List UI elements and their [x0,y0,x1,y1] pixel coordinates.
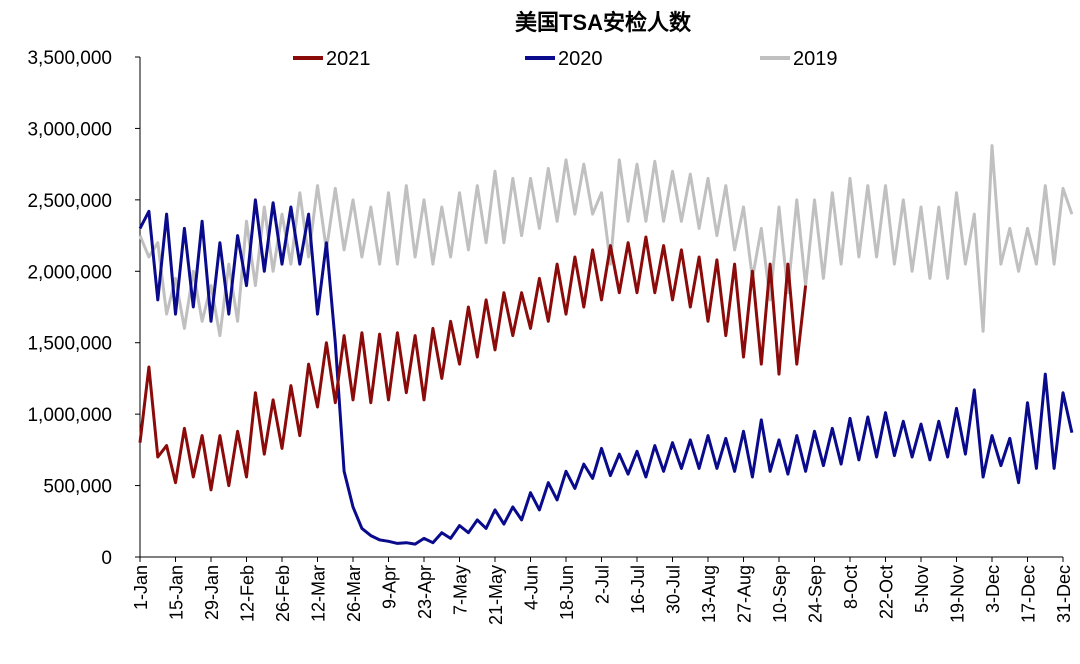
y-tick-label: 1,000,000 [27,405,112,426]
legend-label-2021: 2021 [326,48,371,70]
y-tick-label: 3,500,000 [27,48,112,69]
x-tick-label: 13-Aug [699,565,719,623]
x-tick-label: 4-Jun [522,565,542,610]
x-tick-label: 18-Jun [557,565,577,620]
x-tick-label: 17-Dec [1019,565,1039,623]
y-axis: 0 500,000 1,000,000 1,500,000 2,000,000 2,500… [27,48,141,569]
y-tick-label: 2,000,000 [27,262,112,283]
y-tick-label: 1,500,000 [27,334,112,355]
series-lines [138,144,1074,546]
y-tick-label: 0 [101,548,112,569]
y-tick-label: 2,500,000 [27,191,112,212]
x-tick-label: 16-Jul [628,565,648,614]
x-tick-label: 21-May [486,565,506,625]
x-tick-label: 8-Oct [841,565,861,609]
x-tick-label: 22-Oct [877,565,897,619]
legend-label-2019: 2019 [793,48,838,70]
y-tick-label: 3,000,000 [27,119,112,140]
x-tick-label: 10-Sep [770,565,790,623]
x-tick-label: 19-Nov [948,565,968,623]
x-tick-label: 5-Nov [912,565,932,613]
x-tick-label: 27-Aug [735,565,755,623]
x-tick-label: 3-Dec [983,565,1003,613]
chart-title: 美国TSA安检人数 [515,10,692,35]
series-line-2021 [138,235,808,492]
series-line-2020 [138,198,1074,546]
x-tick-label: 30-Jul [664,565,684,614]
x-tick-label: 24-Sep [806,565,826,623]
x-tick-label: 12-Mar [309,565,329,622]
y-tick-label: 500,000 [43,477,112,498]
legend: 2021 2020 2019 [293,48,838,70]
x-tick-label: 31-Dec [1054,565,1074,623]
x-tick-label: 29-Jan [202,565,222,620]
x-tick-label: 12-Feb [238,565,258,622]
x-tick-label: 26-Feb [273,565,293,622]
x-tick-label: 1-Jan [131,565,151,610]
legend-label-2020: 2020 [558,48,603,70]
x-axis: 1-Jan 15-Jan 29-Jan 12-Feb 26-Feb 12-Mar 26-Ma… [131,556,1074,625]
x-tick-label: 26-Mar [344,565,364,622]
x-tick-label: 9-Apr [380,565,400,609]
x-tick-label: 7-May [451,565,471,615]
x-tick-label: 2-Jul [593,565,613,604]
x-tick-label: 15-Jan [167,565,187,620]
x-tick-label: 23-Apr [415,565,435,619]
